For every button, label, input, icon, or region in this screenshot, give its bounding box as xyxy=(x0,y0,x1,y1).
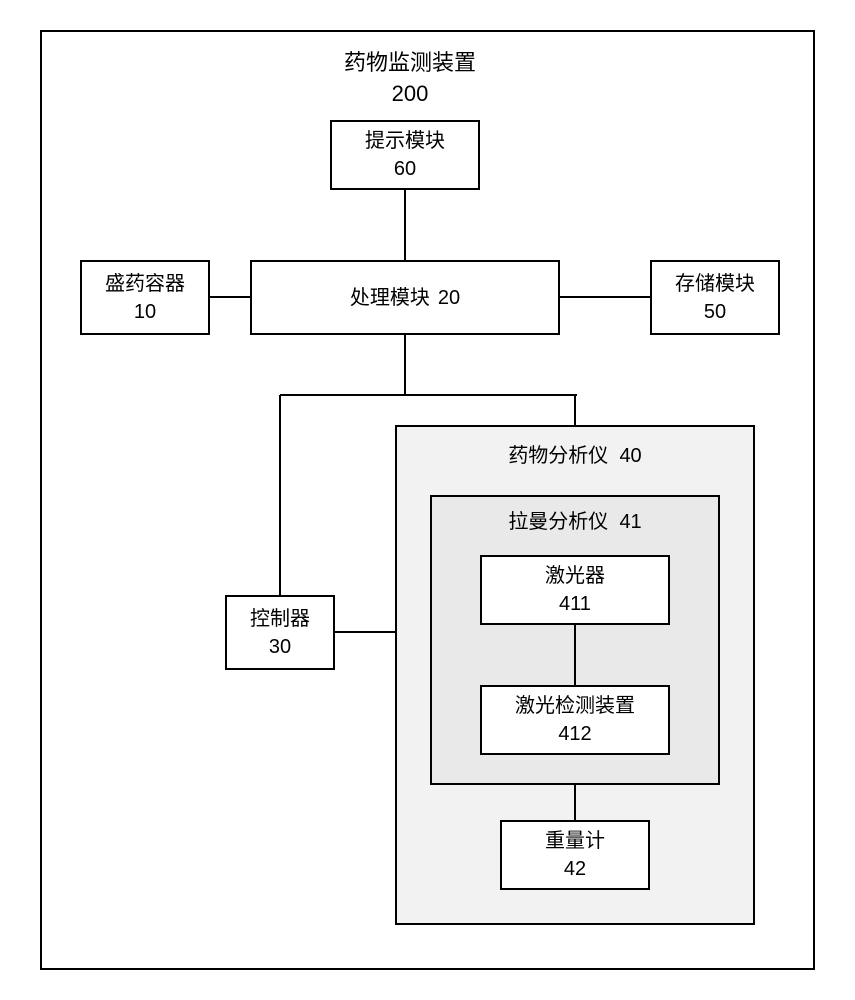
container-number: 10 xyxy=(134,298,156,326)
connector xyxy=(280,394,577,396)
weight-box: 重量计 42 xyxy=(500,820,650,890)
connector xyxy=(404,335,406,395)
weight-label: 重量计 xyxy=(545,827,605,855)
controller-box: 控制器 30 xyxy=(225,595,335,670)
diagram-title: 药物监测装置 200 xyxy=(300,48,520,110)
prompt-label: 提示模块 xyxy=(365,127,445,155)
connector xyxy=(404,190,406,260)
raman-number: 41 xyxy=(619,511,641,533)
process-number: 20 xyxy=(438,284,460,312)
prompt-number: 60 xyxy=(394,155,416,183)
connector xyxy=(574,785,576,820)
controller-label: 控制器 xyxy=(250,605,310,633)
controller-number: 30 xyxy=(269,633,291,661)
container-label: 盛药容器 xyxy=(105,270,185,298)
storage-module-box: 存储模块 50 xyxy=(650,260,780,335)
prompt-module-box: 提示模块 60 xyxy=(330,120,480,190)
analyzer-title: 药物分析仪 40 xyxy=(397,439,753,468)
detect-box: 激光检测装置 412 xyxy=(480,685,670,755)
title-number: 200 xyxy=(392,81,429,106)
laser-number: 411 xyxy=(559,590,591,618)
laser-label: 激光器 xyxy=(545,562,605,590)
detect-label: 激光检测装置 xyxy=(515,692,635,720)
title-label: 药物监测装置 xyxy=(344,50,476,75)
process-module-box: 处理模块 20 xyxy=(250,260,560,335)
detect-number: 412 xyxy=(558,720,591,748)
connector xyxy=(279,395,281,595)
raman-title: 拉曼分析仪 41 xyxy=(432,505,718,534)
connector xyxy=(560,296,650,298)
laser-box: 激光器 411 xyxy=(480,555,670,625)
storage-label: 存储模块 xyxy=(675,270,755,298)
analyzer-number: 40 xyxy=(619,445,641,467)
storage-number: 50 xyxy=(704,298,726,326)
raman-label: 拉曼分析仪 xyxy=(508,511,608,533)
process-label: 处理模块 xyxy=(350,284,430,312)
container-box: 盛药容器 10 xyxy=(80,260,210,335)
connector xyxy=(335,631,395,633)
connector xyxy=(574,625,576,685)
weight-number: 42 xyxy=(564,855,586,883)
connector xyxy=(574,395,576,425)
analyzer-label: 药物分析仪 xyxy=(508,445,608,467)
connector xyxy=(210,296,250,298)
